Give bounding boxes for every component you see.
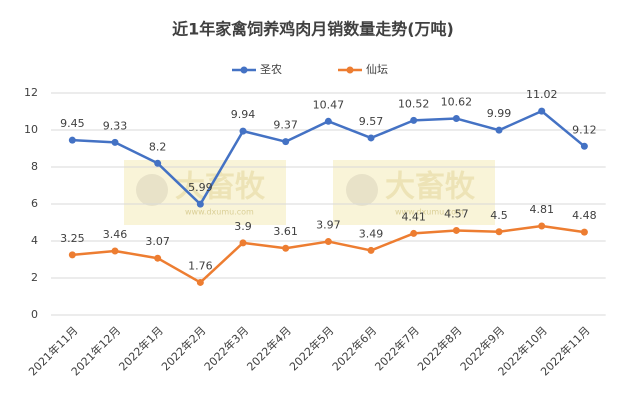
point (68, 136, 76, 144)
data-label: 10.47 (313, 98, 345, 111)
data-label: 3.07 (145, 235, 170, 248)
data-label: 3.97 (316, 219, 341, 232)
watermark: 大畜牧 大畜牧 www.dxumu.com www.dxumu.com (124, 160, 495, 225)
point (68, 251, 76, 259)
point (580, 142, 588, 150)
data-label: 4.81 (529, 203, 554, 216)
data-label: 9.33 (103, 119, 128, 132)
data-label: 4.57 (444, 207, 469, 220)
data-label: 9.99 (487, 107, 512, 120)
data-label: 10.52 (398, 97, 430, 110)
point (538, 222, 546, 230)
y-tick-label: 2 (31, 271, 38, 284)
point (282, 244, 290, 252)
point (367, 134, 375, 142)
point (111, 247, 119, 255)
data-label: 11.02 (526, 88, 558, 101)
y-tick-label: 6 (31, 197, 38, 210)
point (324, 238, 332, 246)
watermark-logo (346, 174, 378, 206)
point (154, 159, 162, 167)
data-label: 4.41 (401, 210, 426, 223)
legend-label: 仙坛 (366, 63, 388, 76)
data-label: 1.76 (188, 259, 213, 272)
watermark-url: www.dxumu.com (185, 208, 254, 217)
data-label: 8.2 (149, 140, 167, 153)
data-label: 3.61 (273, 225, 298, 238)
point (495, 126, 503, 134)
data-label: 9.45 (60, 117, 85, 130)
point (282, 138, 290, 146)
legend-label: 圣农 (260, 62, 282, 76)
data-label: 3.9 (234, 220, 252, 233)
watermark-text: 大畜牧 (385, 170, 476, 205)
point (538, 107, 546, 115)
point (196, 278, 204, 286)
data-label: 3.46 (103, 228, 128, 241)
legend-marker (346, 66, 354, 74)
y-tick-label: 10 (24, 123, 38, 136)
point (239, 239, 247, 247)
watermark-url: www.dxumu.com (395, 208, 464, 217)
y-tick-label: 8 (31, 160, 38, 173)
point (580, 228, 588, 236)
data-label: 9.12 (572, 123, 597, 136)
data-label: 9.37 (273, 119, 298, 132)
chart-title: 近1年家禽饲养鸡肉月销数量走势(万吨) (172, 20, 454, 39)
point (410, 229, 418, 237)
data-label: 4.5 (490, 209, 508, 222)
point (196, 200, 204, 208)
point (154, 254, 162, 262)
data-label: 9.94 (231, 108, 256, 121)
data-label: 4.48 (572, 209, 597, 222)
point (324, 117, 332, 125)
watermark-logo (136, 174, 168, 206)
data-label: 10.62 (441, 96, 473, 109)
data-label: 5.99 (188, 181, 213, 194)
data-label: 3.25 (60, 232, 85, 245)
data-label: 3.49 (359, 227, 384, 240)
y-tick-label: 0 (31, 308, 38, 321)
point (367, 246, 375, 254)
point (410, 116, 418, 124)
point (452, 115, 460, 123)
y-tick-label: 4 (31, 234, 38, 247)
legend-marker (240, 66, 248, 74)
y-tick-label: 12 (24, 86, 38, 99)
watermark-text: 大畜牧 (175, 170, 266, 205)
point (452, 226, 460, 234)
point (495, 228, 503, 236)
point (239, 127, 247, 135)
data-label: 9.57 (359, 115, 384, 128)
point (111, 138, 119, 146)
